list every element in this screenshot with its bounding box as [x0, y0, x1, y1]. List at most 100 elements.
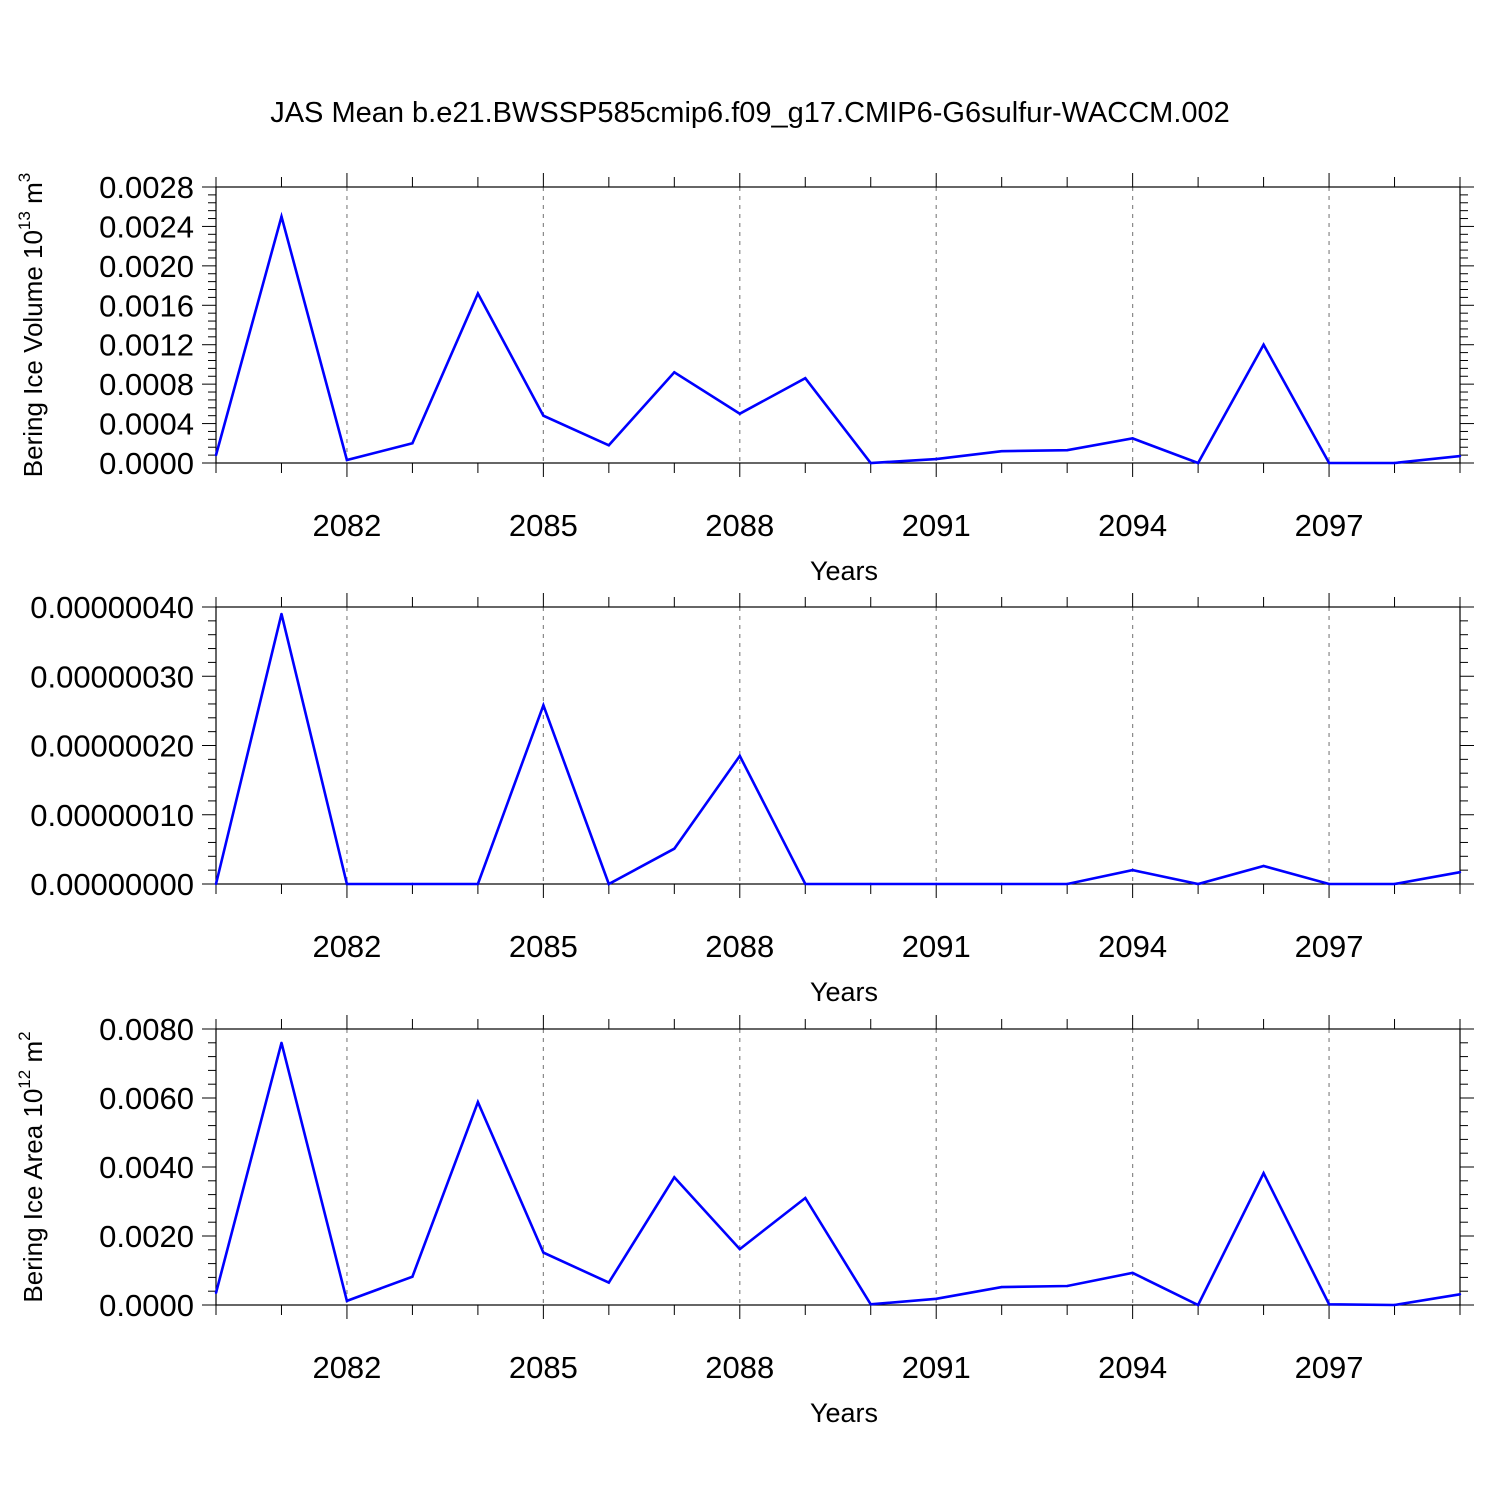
y-tick-label: 0.00000020 — [30, 729, 194, 764]
chart-panel-1: 0.0000 0.0004 0.0008 0.0012 0.0016 0.0020 0.00… — [15, 170, 1474, 586]
data-point — [1000, 882, 1003, 886]
y-tick-label: 0.0020 — [99, 1219, 194, 1254]
y-tick-label: 0.0020 — [99, 249, 194, 284]
x-tick-label: 2094 — [1098, 929, 1167, 964]
data-point — [1393, 461, 1396, 465]
figure-title: JAS Mean b.e21.BWSSP585cmip6.f09_g17.CMI… — [270, 97, 1230, 129]
x-tick-label: 2088 — [705, 508, 774, 543]
data-point — [345, 458, 349, 462]
data-point — [869, 882, 872, 886]
data-point — [1196, 1303, 1200, 1307]
y-axis-label: Bering Ice Volume 1013 m3 — [15, 173, 48, 477]
y-tick-label: 0.0028 — [99, 170, 194, 205]
data-point — [1262, 1172, 1265, 1175]
data-point — [673, 847, 676, 850]
chart-panel-2: 0.00000000 0.00000010 0.00000020 0.00000030… — [30, 590, 1474, 1007]
data-point — [1327, 461, 1331, 465]
data-point — [607, 444, 611, 447]
data-point — [542, 704, 545, 707]
data-point — [804, 882, 807, 886]
data-point — [280, 215, 283, 218]
data-point — [1458, 454, 1462, 458]
y-tick-label: 0.0080 — [99, 1012, 194, 1047]
data-point — [1000, 1285, 1003, 1289]
x-tick-label: 2094 — [1098, 1350, 1167, 1385]
y-tick-label: 0.0012 — [99, 328, 194, 363]
x-tick-label: 2088 — [705, 929, 774, 964]
x-tick-label: 2097 — [1295, 508, 1364, 543]
y-tick-label: 0.0000 — [99, 446, 194, 481]
data-point — [1262, 864, 1265, 868]
series-line — [214, 1042, 1461, 1307]
data-point — [214, 1291, 218, 1295]
x-axis-label: Years — [810, 1398, 878, 1428]
x-axis-label: Years — [810, 977, 878, 1007]
x-tick-label: 2082 — [312, 929, 381, 964]
y-tick-label: 0.00000010 — [30, 798, 194, 833]
y-axis-label-unit: m — [18, 182, 48, 211]
data-point — [869, 461, 872, 465]
y-tick-label: 0.00000030 — [30, 659, 194, 694]
plot-frame — [215, 186, 1461, 464]
y-axis-label-unit-exponent: 2 — [15, 1031, 34, 1040]
data-point — [607, 882, 611, 886]
data-point — [804, 1196, 807, 1200]
data-point — [476, 292, 480, 295]
y-axis-label: Bering Ice Area 1012 m2 — [15, 1031, 48, 1302]
y-tick-label: 0.0008 — [99, 367, 194, 402]
data-point — [1327, 1303, 1331, 1306]
series-line — [214, 211, 1461, 465]
data-point — [542, 1251, 545, 1254]
data-point — [1131, 868, 1134, 872]
data-point — [673, 371, 676, 374]
x-tick-label: 2091 — [902, 1350, 971, 1385]
data-point — [280, 612, 283, 616]
y-axis-label-text: Bering Ice Volume 10 — [18, 230, 48, 477]
y-tick-label: 0.0040 — [99, 1150, 194, 1185]
data-point — [1065, 1284, 1069, 1288]
data-point — [1196, 461, 1200, 465]
data-point — [214, 453, 218, 457]
y-axis-label-text: Bering Ice Area 10 — [18, 1089, 48, 1303]
data-point — [1065, 448, 1069, 452]
data-point — [1196, 882, 1200, 886]
data-point — [476, 1100, 480, 1104]
data-point — [1327, 882, 1331, 886]
data-point — [476, 882, 480, 886]
data-point — [411, 882, 414, 886]
y-tick-label: 0.00000040 — [30, 590, 194, 625]
data-point — [935, 1297, 938, 1300]
x-tick-label: 2091 — [902, 929, 971, 964]
x-tick-label: 2085 — [509, 929, 578, 964]
plot-frame — [215, 1028, 1461, 1306]
data-point — [345, 882, 349, 886]
x-tick-label: 2097 — [1295, 1350, 1364, 1385]
data-point — [1393, 882, 1396, 886]
data-point — [673, 1176, 676, 1179]
data-point — [738, 754, 741, 758]
series-line — [214, 613, 1461, 886]
data-point — [411, 1275, 414, 1278]
x-tick-label: 2088 — [705, 1350, 774, 1385]
y-axis-label-exponent: 12 — [15, 1070, 34, 1089]
data-point — [738, 1247, 741, 1251]
data-point — [542, 414, 545, 417]
x-tick-label: 2094 — [1098, 508, 1167, 543]
x-tick-label: 2085 — [509, 508, 578, 543]
x-tick-label: 2091 — [902, 508, 971, 543]
plot-frame — [215, 606, 1461, 885]
x-tick-label: 2097 — [1295, 929, 1364, 964]
data-point — [869, 1303, 872, 1306]
chart-panel-3: 0.0000 0.0020 0.0040 0.0060 0.0080 2082 2085 20… — [15, 1012, 1474, 1428]
y-tick-label: 0.0000 — [99, 1288, 194, 1323]
data-point — [804, 377, 807, 380]
data-point — [935, 882, 938, 886]
data-point — [214, 882, 218, 886]
data-point — [607, 1281, 611, 1284]
data-point — [1131, 437, 1134, 440]
data-point — [345, 1299, 349, 1303]
data-point — [411, 442, 414, 445]
x-tick-label: 2085 — [509, 1350, 578, 1385]
y-axis-label-unit-exponent: 3 — [15, 173, 34, 182]
